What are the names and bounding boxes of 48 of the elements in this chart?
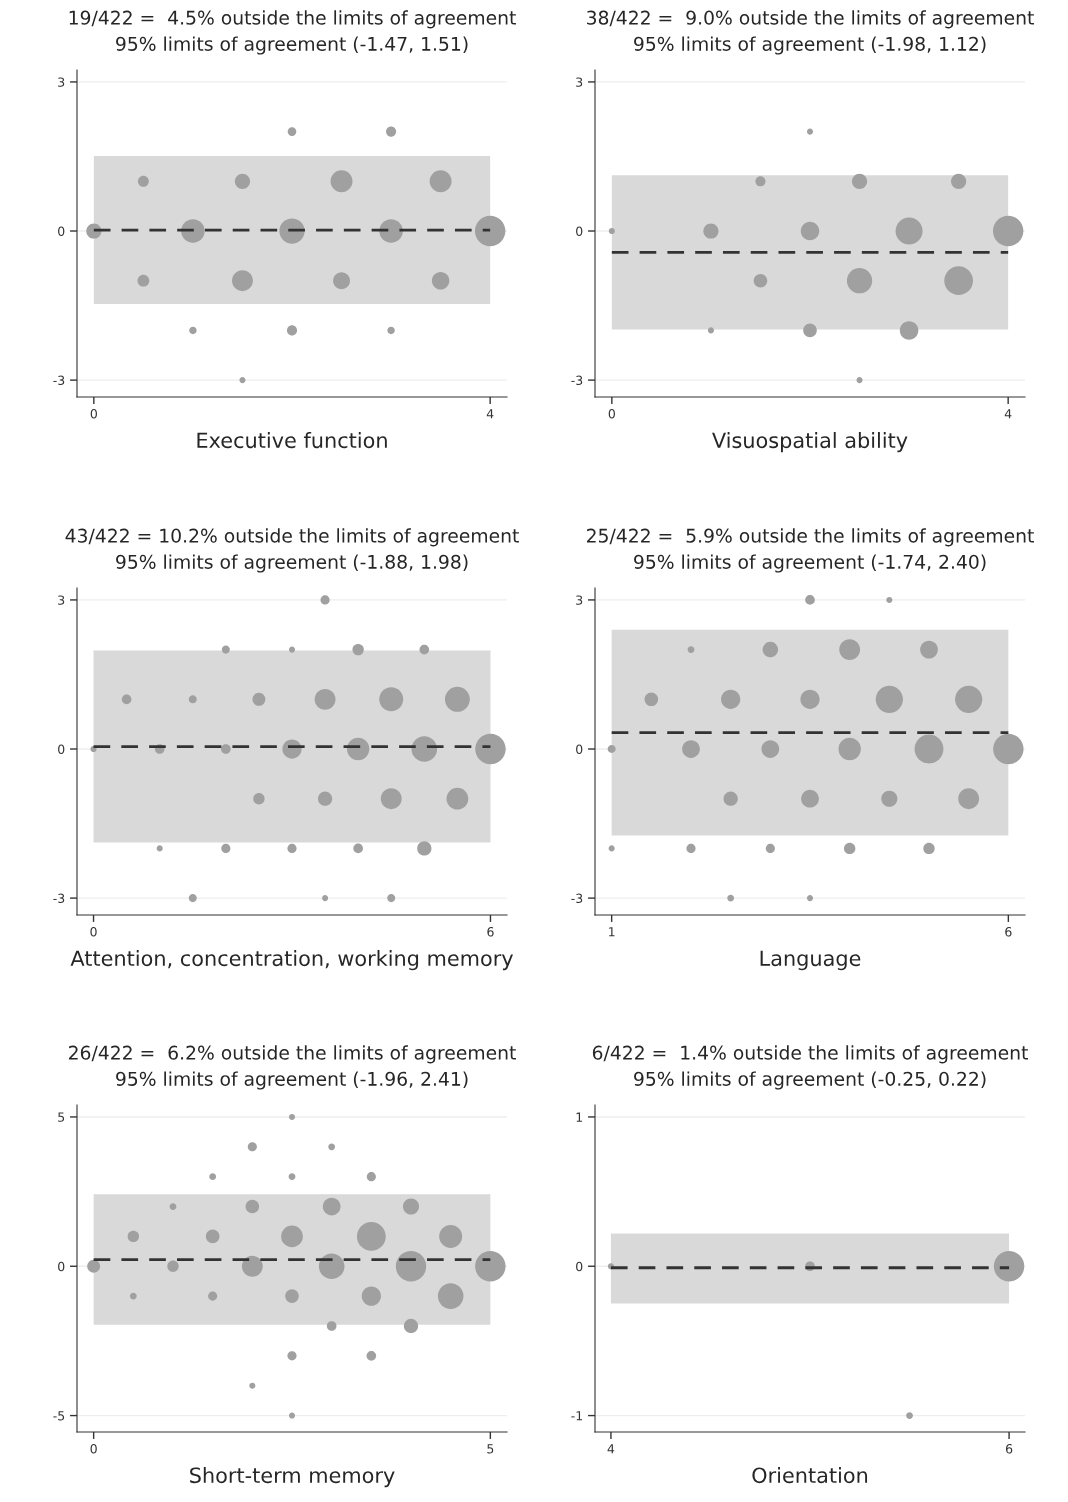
y-tick-label: 0 [576,744,583,754]
y-tick-label: 0 [58,1261,65,1272]
x-axis-title: Attention, concentration, working memory [70,950,513,971]
chart-title: 38/422 = 9.0% outside the limits of agreement [587,10,1034,29]
chart-title: 43/422 = 10.2% outside the limits of agreement [65,528,519,547]
y-tick-label: 0 [576,1261,583,1272]
x-tick-label: 5 [487,1444,494,1454]
y-tick-label: 3 [58,77,65,87]
y-tick-label: 3 [58,595,65,605]
y-tick-label: -3 [53,893,65,904]
chart-title: 26/422 = 6.2% outside the limits of agreement [69,1045,516,1064]
x-tick-label: 6 [1005,927,1012,937]
y-tick-label: 3 [576,77,583,87]
chart-subtitle: 95% limits of agreement (-1.74, 2.40) [634,554,986,573]
y-tick-label: -3 [53,375,65,386]
x-tick-label: 4 [607,1444,615,1454]
x-tick-label: 6 [1005,1444,1013,1454]
y-tick-label: -1 [571,1411,583,1421]
x-tick-label: 0 [90,409,97,419]
x-tick-label: 0 [90,1444,97,1454]
x-tick-label: 0 [608,409,615,419]
y-tick-label: 3 [576,595,583,605]
chart-title: 6/422 = 1.4% outside the limits of agreement [592,1045,1028,1064]
x-tick-label: 4 [486,409,494,419]
x-tick-label: 4 [1004,409,1012,419]
chart-title: 25/422 = 5.9% outside the limits of agreement [587,528,1034,547]
y-tick-label: 0 [58,744,65,754]
chart-subtitle: 95% limits of agreement (-1.96, 2.41) [116,1071,468,1090]
chart-subtitle: 95% limits of agreement (-1.98, 1.12) [634,36,986,55]
chart-subtitle: 95% limits of agreement (-0.25, 0.22) [634,1071,986,1090]
y-tick-label: 5 [58,1112,65,1122]
y-tick-label: -3 [571,893,583,904]
x-axis-title: Short-term memory [190,1467,395,1488]
y-tick-label: 1 [576,1112,583,1122]
chart-subtitle: 95% limits of agreement (-1.88, 1.98) [116,554,468,573]
x-axis-title: Orientation [752,1467,868,1484]
x-tick-label: 0 [90,927,97,937]
chart-title: 19/422 = 4.5% outside the limits of agreement [69,10,516,29]
x-axis-title: Visuospatial ability [712,432,908,453]
chart-subtitle: 95% limits of agreement (-1.47, 1.51) [116,36,468,55]
y-tick-label: -3 [571,375,583,386]
y-tick-label: 0 [58,226,65,236]
x-axis-title: Executive function [197,432,387,449]
x-axis-title: Language [760,950,861,971]
x-tick-label: 6 [487,927,494,937]
y-tick-label: 0 [576,226,583,236]
y-tick-label: -5 [53,1411,65,1421]
x-tick-label: 1 [609,927,615,937]
